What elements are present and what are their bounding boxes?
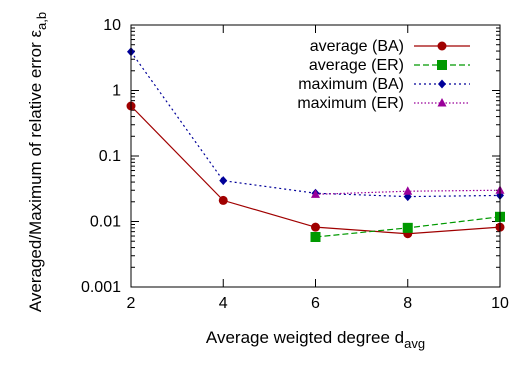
plot-frame — [130, 24, 501, 288]
series-0 — [126, 101, 505, 239]
x-tick-label: 4 — [219, 295, 228, 312]
data-point — [218, 195, 228, 205]
y-tick-label: 0.1 — [99, 148, 121, 165]
y-tick-labels: 0.001 0.01 0.1 1 10 — [81, 17, 121, 296]
x-tick-labels: 2 4 6 8 10 — [127, 295, 509, 312]
y-axis-label: Averaged/Maximum of relative error εa,b — [26, 12, 49, 312]
legend: average (BA) average (ER) maximum (BA) maxi… — [297, 38, 470, 112]
y-tick-label: 0.001 — [81, 279, 121, 296]
legend-marker — [437, 60, 447, 70]
legend-marker — [438, 79, 446, 89]
series-layer — [126, 47, 505, 242]
legend-label: maximum (ER) — [297, 95, 404, 112]
data-point — [311, 189, 320, 198]
x-tick-label: 8 — [403, 295, 412, 312]
y-tick-label: 0.01 — [90, 214, 121, 231]
x-tick-label: 6 — [311, 295, 320, 312]
x-axis-label-main: Average weigted degree d — [206, 328, 404, 347]
x-axis-label: Average weigted degree davg — [206, 328, 425, 351]
legend-label: maximum (BA) — [298, 76, 404, 93]
data-point — [219, 176, 228, 186]
x-axis-label-sub: avg — [404, 336, 425, 351]
data-point — [403, 186, 413, 195]
y-tick-label: 10 — [103, 17, 121, 34]
y-axis-label-main: Averaged/Maximum of relative error ε — [26, 30, 45, 313]
x-tick-label: 2 — [127, 295, 136, 312]
y-tick-label: 1 — [112, 83, 121, 100]
legend-label: average (ER) — [309, 57, 404, 74]
legend-label: average (BA) — [310, 38, 404, 55]
data-point — [402, 222, 413, 233]
y-axis-label-sub: a,b — [34, 12, 49, 30]
legend-marker — [437, 41, 447, 51]
data-point — [310, 231, 321, 242]
legend-marker — [437, 98, 447, 107]
series-line — [130, 105, 501, 235]
data-point — [311, 222, 320, 232]
x-tick-label: 10 — [491, 295, 509, 312]
